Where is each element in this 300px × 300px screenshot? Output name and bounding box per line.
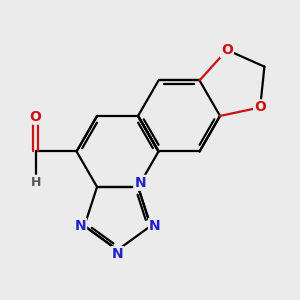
Text: O: O: [221, 43, 233, 57]
Text: N: N: [134, 176, 146, 190]
Text: N: N: [74, 219, 86, 233]
Text: H: H: [30, 176, 41, 189]
Text: N: N: [149, 219, 160, 233]
Text: O: O: [30, 110, 41, 124]
Text: N: N: [112, 247, 123, 261]
Text: O: O: [254, 100, 266, 114]
